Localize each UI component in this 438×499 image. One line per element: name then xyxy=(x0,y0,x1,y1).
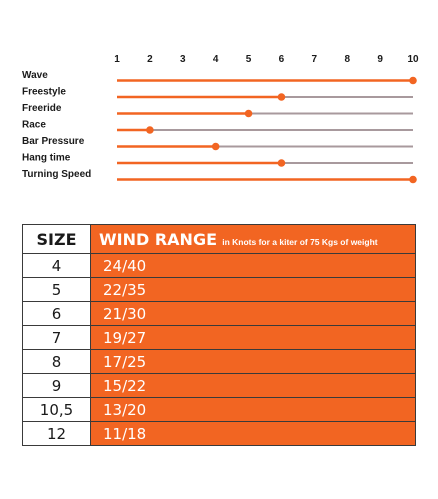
scale-tick-10: 10 xyxy=(407,54,419,65)
size-cell: 6 xyxy=(22,301,91,326)
scale-tick-5: 5 xyxy=(246,54,252,65)
wind-range-cell: 17/25 xyxy=(90,349,416,374)
rating-label-bar-pressure: Bar Pressure xyxy=(22,136,85,147)
rating-label-wave: Wave xyxy=(22,70,48,81)
rating-dot-turning-speed xyxy=(409,175,417,184)
wind-range-cell: 24/40 xyxy=(90,253,416,278)
size-cell: 7 xyxy=(22,325,91,350)
wind-range-header: WIND RANGE in Knots for a kiter of 75 Kg… xyxy=(90,224,416,254)
size-cell: 12 xyxy=(22,421,91,446)
scale-tick-7: 7 xyxy=(312,54,318,65)
size-cell: 4 xyxy=(22,253,91,278)
scale-tick-1: 1 xyxy=(114,54,120,65)
rating-chart: 1 2 3 4 5 6 7 8 9 10 Wave Freestyle Freeride Race Bar … xyxy=(22,54,419,184)
size-cell: 10,5 xyxy=(22,397,91,422)
wind-range-cell: 15/22 xyxy=(90,373,416,398)
rating-label-hang-time: Hang time xyxy=(22,153,71,164)
size-cell: 8 xyxy=(22,349,91,374)
scale-tick-9: 9 xyxy=(377,54,383,65)
scale-tick-2: 2 xyxy=(147,54,153,65)
size-header: SIZE xyxy=(22,224,91,254)
wind-table-body: 4 24/40 5 22/35 6 21/30 7 19/27 8 17/25 9 15/22 10,5… xyxy=(22,253,416,446)
table-row: 6 21/30 xyxy=(22,301,416,326)
table-row: 7 19/27 xyxy=(22,325,416,350)
scale-tick-8: 8 xyxy=(344,54,350,65)
rating-label-race: Race xyxy=(22,120,46,131)
rating-label-freestyle: Freestyle xyxy=(22,87,66,98)
size-cell: 9 xyxy=(22,373,91,398)
wind-range-header-note: in Knots for a kiter of 75 Kgs of weight xyxy=(222,236,378,247)
rating-dot-bar-pressure xyxy=(211,142,220,151)
table-row: 5 22/35 xyxy=(22,277,416,302)
table-row: 9 15/22 xyxy=(22,373,416,398)
table-row: 4 24/40 xyxy=(22,253,416,278)
rating-label-freeride: Freeride xyxy=(22,103,62,114)
table-row: 12 11/18 xyxy=(22,421,416,446)
wind-range-cell: 19/27 xyxy=(90,325,416,350)
rating-dot-freeride xyxy=(244,109,253,118)
table-row: 8 17/25 xyxy=(22,349,416,374)
rating-dot-race xyxy=(146,126,154,134)
scale-tick-6: 6 xyxy=(279,54,285,65)
table-header-row: SIZE WIND RANGE in Knots for a kiter of … xyxy=(22,224,416,254)
wind-range-cell: 22/35 xyxy=(90,277,416,302)
wind-range-cell: 21/30 xyxy=(90,301,416,326)
scale-tick-3: 3 xyxy=(180,54,186,65)
wind-range-cell: 13/20 xyxy=(90,397,416,422)
wind-range-cell: 11/18 xyxy=(90,421,416,446)
rating-label-turning-speed: Turning Speed xyxy=(22,169,91,180)
wind-range-header-title: WIND RANGE xyxy=(99,229,217,249)
rating-dot-freestyle xyxy=(277,93,286,101)
wind-range-table: SIZE WIND RANGE in Knots for a kiter of … xyxy=(22,224,416,446)
table-row: 10,5 13/20 xyxy=(22,397,416,422)
rating-dot-hang-time xyxy=(277,159,286,167)
scale-tick-4: 4 xyxy=(213,54,219,65)
size-cell: 5 xyxy=(22,277,91,302)
rating-dot-wave xyxy=(409,76,417,85)
